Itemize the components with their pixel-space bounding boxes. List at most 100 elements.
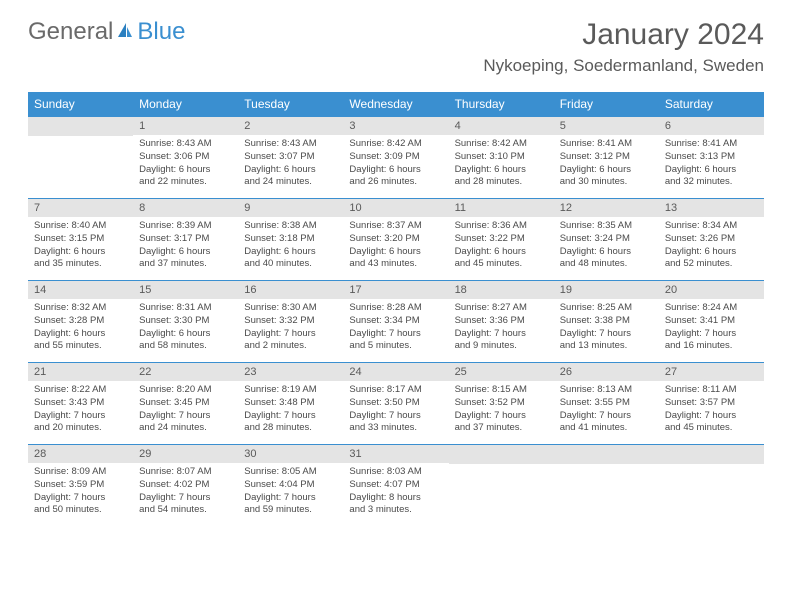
day-line: Sunset: 3:57 PM [665, 397, 758, 410]
day-content: Sunrise: 8:03 AMSunset: 4:07 PMDaylight:… [343, 463, 448, 523]
day-line: Daylight: 6 hours [349, 164, 442, 177]
day-line: Daylight: 7 hours [139, 410, 232, 423]
day-line: and 2 minutes. [244, 340, 337, 353]
day-cell: 17Sunrise: 8:28 AMSunset: 3:34 PMDayligh… [343, 281, 448, 363]
day-line: Sunrise: 8:38 AM [244, 220, 337, 233]
day-line: Sunset: 3:09 PM [349, 151, 442, 164]
day-line: Sunrise: 8:17 AM [349, 384, 442, 397]
day-number: 2 [238, 117, 343, 135]
day-number: 4 [449, 117, 554, 135]
day-line: Sunrise: 8:31 AM [139, 302, 232, 315]
day-content: Sunrise: 8:31 AMSunset: 3:30 PMDaylight:… [133, 299, 238, 359]
day-line: Daylight: 6 hours [139, 328, 232, 341]
day-line: Sunrise: 8:40 AM [34, 220, 127, 233]
day-line: Daylight: 7 hours [349, 328, 442, 341]
day-line: Sunset: 3:26 PM [665, 233, 758, 246]
day-line: Sunset: 3:52 PM [455, 397, 548, 410]
day-cell: 6Sunrise: 8:41 AMSunset: 3:13 PMDaylight… [659, 117, 764, 199]
day-cell [554, 445, 659, 527]
day-line: Sunset: 3:18 PM [244, 233, 337, 246]
day-content: Sunrise: 8:22 AMSunset: 3:43 PMDaylight:… [28, 381, 133, 441]
day-line: Daylight: 7 hours [665, 328, 758, 341]
day-header: Wednesday [343, 92, 448, 117]
day-line: Sunrise: 8:34 AM [665, 220, 758, 233]
week-row: 21Sunrise: 8:22 AMSunset: 3:43 PMDayligh… [28, 363, 764, 445]
day-line: Sunset: 3:36 PM [455, 315, 548, 328]
day-cell: 14Sunrise: 8:32 AMSunset: 3:28 PMDayligh… [28, 281, 133, 363]
day-line: and 33 minutes. [349, 422, 442, 435]
calendar-body: 1Sunrise: 8:43 AMSunset: 3:06 PMDaylight… [28, 117, 764, 527]
day-content: Sunrise: 8:43 AMSunset: 3:07 PMDaylight:… [238, 135, 343, 195]
day-cell: 24Sunrise: 8:17 AMSunset: 3:50 PMDayligh… [343, 363, 448, 445]
day-number: 31 [343, 445, 448, 463]
day-content: Sunrise: 8:41 AMSunset: 3:12 PMDaylight:… [554, 135, 659, 195]
day-content: Sunrise: 8:42 AMSunset: 3:09 PMDaylight:… [343, 135, 448, 195]
day-content: Sunrise: 8:17 AMSunset: 3:50 PMDaylight:… [343, 381, 448, 441]
day-cell: 7Sunrise: 8:40 AMSunset: 3:15 PMDaylight… [28, 199, 133, 281]
day-line: Sunset: 3:41 PM [665, 315, 758, 328]
day-cell: 31Sunrise: 8:03 AMSunset: 4:07 PMDayligh… [343, 445, 448, 527]
day-line: and 59 minutes. [244, 504, 337, 517]
day-header: Monday [133, 92, 238, 117]
day-content: Sunrise: 8:25 AMSunset: 3:38 PMDaylight:… [554, 299, 659, 359]
day-line: Daylight: 7 hours [560, 410, 653, 423]
day-number: 19 [554, 281, 659, 299]
day-cell: 10Sunrise: 8:37 AMSunset: 3:20 PMDayligh… [343, 199, 448, 281]
day-number: 9 [238, 199, 343, 217]
day-line: Daylight: 6 hours [455, 246, 548, 259]
day-line: Daylight: 7 hours [560, 328, 653, 341]
day-content: Sunrise: 8:24 AMSunset: 3:41 PMDaylight:… [659, 299, 764, 359]
week-row: 28Sunrise: 8:09 AMSunset: 3:59 PMDayligh… [28, 445, 764, 527]
day-line: Sunrise: 8:27 AM [455, 302, 548, 315]
day-header: Thursday [449, 92, 554, 117]
day-cell: 12Sunrise: 8:35 AMSunset: 3:24 PMDayligh… [554, 199, 659, 281]
day-line: and 13 minutes. [560, 340, 653, 353]
day-number: 6 [659, 117, 764, 135]
day-line: Sunrise: 8:41 AM [560, 138, 653, 151]
day-content: Sunrise: 8:05 AMSunset: 4:04 PMDaylight:… [238, 463, 343, 523]
day-line: and 26 minutes. [349, 176, 442, 189]
day-line: Daylight: 7 hours [455, 410, 548, 423]
day-cell: 18Sunrise: 8:27 AMSunset: 3:36 PMDayligh… [449, 281, 554, 363]
day-cell: 28Sunrise: 8:09 AMSunset: 3:59 PMDayligh… [28, 445, 133, 527]
day-cell: 13Sunrise: 8:34 AMSunset: 3:26 PMDayligh… [659, 199, 764, 281]
day-line: Sunset: 3:20 PM [349, 233, 442, 246]
day-line: Daylight: 6 hours [560, 246, 653, 259]
day-number: 14 [28, 281, 133, 299]
day-content: Sunrise: 8:34 AMSunset: 3:26 PMDaylight:… [659, 217, 764, 277]
empty-day-header [554, 445, 659, 464]
day-number: 11 [449, 199, 554, 217]
day-number: 24 [343, 363, 448, 381]
day-line: Sunset: 3:59 PM [34, 479, 127, 492]
day-line: Sunset: 3:15 PM [34, 233, 127, 246]
logo-sail-icon [116, 18, 134, 46]
day-line: Daylight: 6 hours [139, 246, 232, 259]
day-line: Sunrise: 8:25 AM [560, 302, 653, 315]
day-cell: 30Sunrise: 8:05 AMSunset: 4:04 PMDayligh… [238, 445, 343, 527]
day-line: and 48 minutes. [560, 258, 653, 271]
day-number: 26 [554, 363, 659, 381]
day-line: Sunrise: 8:42 AM [349, 138, 442, 151]
day-line: Sunset: 3:07 PM [244, 151, 337, 164]
day-line: Sunrise: 8:11 AM [665, 384, 758, 397]
week-row: 14Sunrise: 8:32 AMSunset: 3:28 PMDayligh… [28, 281, 764, 363]
day-line: Daylight: 6 hours [560, 164, 653, 177]
day-number: 10 [343, 199, 448, 217]
day-line: Sunrise: 8:36 AM [455, 220, 548, 233]
day-content: Sunrise: 8:35 AMSunset: 3:24 PMDaylight:… [554, 217, 659, 277]
day-line: Sunrise: 8:43 AM [139, 138, 232, 151]
day-line: and 55 minutes. [34, 340, 127, 353]
day-number: 16 [238, 281, 343, 299]
day-number: 22 [133, 363, 238, 381]
day-line: Daylight: 7 hours [244, 410, 337, 423]
day-line: Daylight: 6 hours [34, 246, 127, 259]
day-content: Sunrise: 8:19 AMSunset: 3:48 PMDaylight:… [238, 381, 343, 441]
day-line: and 43 minutes. [349, 258, 442, 271]
day-number: 23 [238, 363, 343, 381]
day-header-row: SundayMondayTuesdayWednesdayThursdayFrid… [28, 92, 764, 117]
day-cell: 20Sunrise: 8:24 AMSunset: 3:41 PMDayligh… [659, 281, 764, 363]
day-line: Sunrise: 8:42 AM [455, 138, 548, 151]
day-content: Sunrise: 8:27 AMSunset: 3:36 PMDaylight:… [449, 299, 554, 359]
day-line: Sunset: 4:07 PM [349, 479, 442, 492]
day-line: Daylight: 8 hours [349, 492, 442, 505]
